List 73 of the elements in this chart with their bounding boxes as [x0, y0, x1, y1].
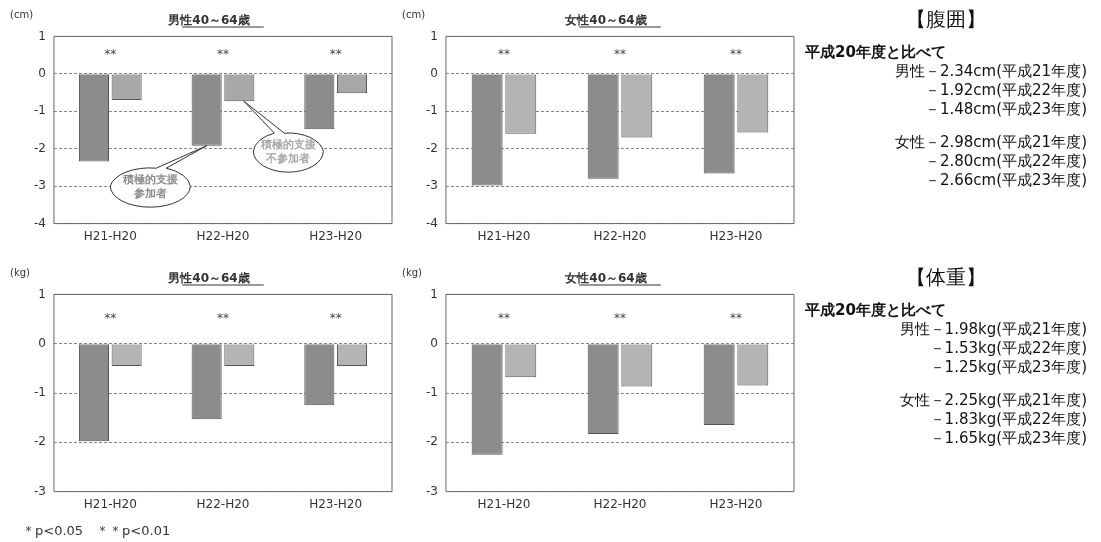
y-axis-title: (cm)	[10, 8, 34, 20]
y-tick-label: 0	[430, 335, 438, 350]
text: 女性－2.25kg(平成21年度)	[898, 391, 1087, 410]
x-tick-label: H21-H20	[477, 496, 531, 511]
text: －1.92cm(平成22年度)	[923, 81, 1087, 100]
text: 女性－2.98cm(平成21年度)	[893, 133, 1087, 152]
x-tick-label: H21-H20	[83, 496, 137, 511]
text: 男性－1.98kg(平成21年度)	[898, 320, 1087, 339]
text: 平成20年度と比べて	[805, 43, 947, 62]
y-tick-label: 0	[38, 65, 46, 80]
chart-title: 男性40～64歳	[167, 271, 250, 286]
x-tick-label: H21-H20	[83, 228, 137, 243]
text: －1.65kg(平成23年度)	[928, 429, 1087, 448]
y-tick-label: -1	[34, 103, 46, 118]
text: ＊p<0.05 ＊＊p<0.01	[22, 522, 171, 540]
y-tick-label: -1	[426, 385, 438, 400]
y-tick-label: -4	[426, 215, 438, 230]
text: －2.66cm(平成23年度)	[923, 171, 1087, 190]
text: －1.83kg(平成22年度)	[928, 410, 1087, 429]
y-tick-label: -1	[34, 385, 46, 400]
y-tick-label: -1	[426, 103, 438, 118]
text: －1.25kg(平成23年度)	[928, 358, 1087, 377]
annotation: **	[613, 47, 626, 62]
text: 男性－2.34cm(平成21年度)	[893, 62, 1087, 81]
annotation: **	[104, 311, 117, 326]
text: 【体重】	[905, 264, 987, 291]
annotation: **	[216, 47, 229, 62]
y-tick-label: 1	[38, 286, 46, 301]
x-tick-label: H23-H20	[309, 496, 363, 511]
y-tick-label: 1	[430, 286, 438, 301]
y-tick-label: -2	[34, 140, 46, 155]
x-tick-label: H23-H20	[709, 228, 763, 243]
text: 平成20年度と比べて	[805, 301, 947, 320]
y-tick-label: -2	[426, 434, 438, 449]
x-tick-label: H21-H20	[477, 228, 531, 243]
annotation: **	[329, 47, 342, 62]
annotation: **	[729, 311, 742, 326]
y-axis-title: (kg)	[402, 266, 423, 278]
annotation: **	[729, 47, 742, 62]
chart-title: 女性40～64歳	[564, 271, 647, 286]
annotation: **	[613, 311, 626, 326]
x-tick-label: H22-H20	[196, 228, 250, 243]
y-axis-title: (kg)	[10, 266, 31, 278]
y-tick-label: -3	[426, 178, 438, 193]
x-tick-label: H23-H20	[709, 496, 763, 511]
x-tick-label: H22-H20	[593, 228, 647, 243]
annotation: **	[497, 47, 510, 62]
y-axis-title: (cm)	[402, 8, 426, 20]
text: 積極的支援不参加者	[260, 137, 316, 165]
y-tick-label: 0	[430, 65, 438, 80]
text: －2.80cm(平成22年度)	[923, 152, 1087, 171]
y-tick-label: 1	[430, 28, 438, 43]
y-tick-label: -3	[426, 483, 438, 498]
text: －1.53kg(平成22年度)	[928, 339, 1087, 358]
x-tick-label: H23-H20	[309, 228, 363, 243]
y-tick-label: -2	[34, 434, 46, 449]
y-tick-label: -3	[34, 178, 46, 193]
x-tick-label: H22-H20	[593, 496, 647, 511]
y-tick-label: -3	[34, 483, 46, 498]
y-tick-label: -4	[34, 215, 46, 230]
y-tick-label: 0	[38, 335, 46, 350]
annotation: **	[497, 311, 510, 326]
text: －1.48cm(平成23年度)	[923, 100, 1087, 119]
y-tick-label: -2	[426, 140, 438, 155]
annotation: **	[216, 311, 229, 326]
text: 【腹囲】	[905, 6, 987, 33]
chart-title: 男性40～64歳	[167, 13, 250, 28]
series-label: 積極的支援参加者	[122, 172, 178, 200]
x-tick-label: H22-H20	[196, 496, 250, 511]
annotation: **	[104, 47, 117, 62]
annotation: **	[329, 311, 342, 326]
y-tick-label: 1	[38, 28, 46, 43]
chart-title: 女性40～64歳	[564, 13, 647, 28]
